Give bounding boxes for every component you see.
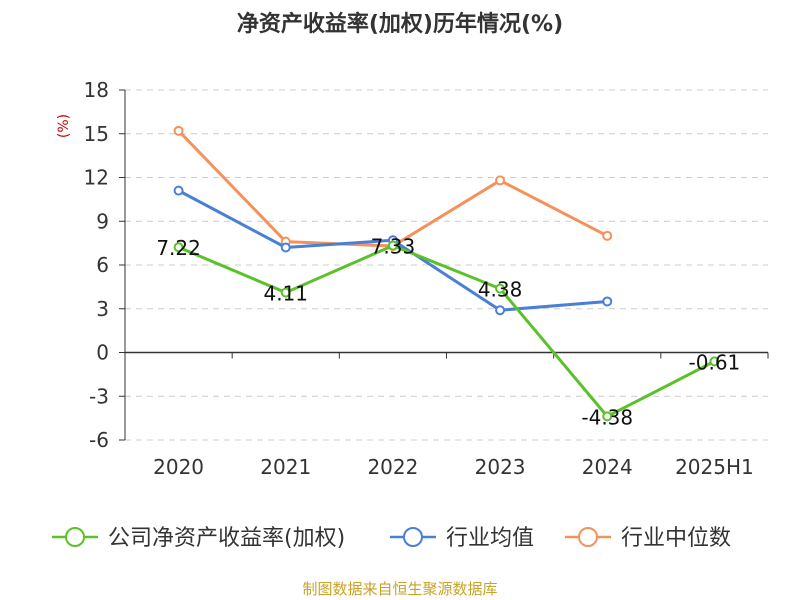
axes — [119, 89, 769, 441]
x-tick-label: 2023 — [475, 455, 526, 479]
data-label: -0.61 — [689, 350, 741, 374]
y-tick-label: 15 — [84, 122, 109, 146]
legend-label: 公司净资产收益率(加权) — [108, 526, 345, 551]
data-label: 7.33 — [371, 235, 416, 259]
y-tick-label: 3 — [96, 297, 109, 321]
data-point — [280, 287, 291, 298]
x-tick-labels: 2020 2021 2022 2023 2024 2025H1 — [153, 455, 754, 479]
series-line — [177, 129, 608, 248]
y-tick-label: 9 — [96, 209, 109, 233]
data-label: -4.38 — [581, 405, 633, 429]
legend: 公司净资产收益率(加权) 行业均值 行业中位数 — [52, 526, 731, 551]
legend-item: 公司净资产收益率(加权) — [52, 526, 345, 551]
data-point — [495, 175, 506, 186]
data-point — [602, 230, 613, 241]
legend-label: 行业均值 — [446, 526, 534, 551]
data-labels: 7.22 4.11 7.33 4.38 -4.38 -0.61 — [156, 235, 740, 430]
data-label: 4.38 — [478, 278, 523, 302]
series-line — [177, 244, 716, 418]
data-point — [602, 411, 613, 422]
legend-label: 行业中位数 — [621, 526, 731, 551]
source-footer: 制图数据来自恒生聚源数据库 — [302, 580, 498, 598]
data-point — [495, 283, 506, 294]
data-point — [387, 240, 398, 251]
data-point — [173, 242, 184, 253]
legend-marker — [578, 527, 598, 547]
legend-item: 行业中位数 — [565, 526, 731, 551]
legend-marker — [65, 527, 85, 547]
data-point — [709, 356, 720, 367]
x-tick-label: 2025H1 — [675, 455, 754, 479]
y-tick-labels: 18 15 12 9 6 3 0 -3 -6 — [84, 78, 109, 452]
legend-marker — [403, 527, 423, 547]
y-tick-label: 0 — [96, 341, 109, 365]
data-point — [495, 305, 506, 316]
y-tick-label: -6 — [89, 428, 109, 452]
x-tick-label: 2022 — [367, 455, 418, 479]
y-tick-label: 18 — [84, 78, 109, 102]
grid-lines — [125, 89, 768, 441]
y-axis-label: (%) — [56, 114, 72, 138]
data-label: 4.11 — [263, 282, 308, 306]
data-label: 7.22 — [156, 236, 201, 260]
data-point — [173, 125, 184, 136]
y-tick-label: -3 — [89, 384, 109, 408]
x-tick-label: 2020 — [153, 455, 204, 479]
x-tick-label: 2024 — [582, 455, 633, 479]
legend-item: 行业均值 — [390, 526, 534, 551]
y-tick-label: 6 — [96, 253, 109, 277]
series-layer — [173, 125, 720, 422]
data-point — [173, 185, 184, 196]
x-tick-label: 2021 — [260, 455, 311, 479]
data-point — [280, 242, 291, 253]
y-tick-label: 12 — [84, 166, 109, 190]
data-point — [602, 296, 613, 307]
chart-title: 净资产收益率(加权)历年情况(%) — [236, 12, 564, 37]
